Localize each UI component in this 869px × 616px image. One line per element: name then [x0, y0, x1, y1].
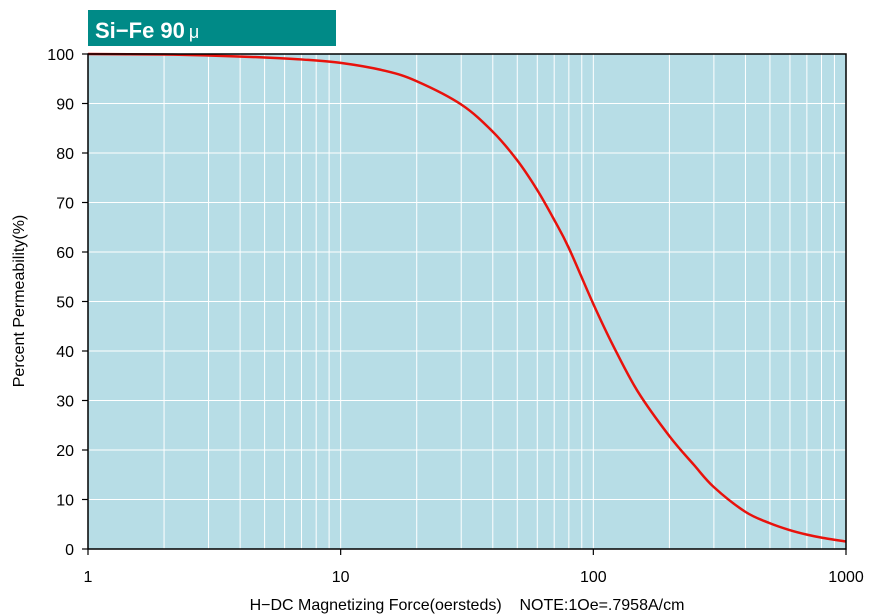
- x-tick-label: 1: [84, 569, 93, 586]
- y-tick-label: 100: [47, 47, 74, 64]
- y-tick-label: 50: [56, 295, 74, 312]
- y-tick-label: 90: [56, 97, 74, 114]
- title-banner: Si−Fe 90 μ: [88, 10, 336, 46]
- y-tick-label: 20: [56, 443, 74, 460]
- y-axis-title: Percent Permeability(%): [11, 215, 28, 388]
- grid: [88, 54, 846, 549]
- y-tick-label: 70: [56, 196, 74, 213]
- y-tick-label: 10: [56, 493, 74, 510]
- y-tick-label: 60: [56, 245, 74, 262]
- y-tick-label: 0: [65, 542, 74, 559]
- y-axis: 0 10 20 30 40 50 60 70 80 90 100: [47, 47, 88, 559]
- title-banner-background: [88, 10, 336, 46]
- x-tick-label: 1000: [828, 569, 864, 586]
- y-tick-label: 80: [56, 146, 74, 163]
- x-axis-title: H−DC Magnetizing Force(oersteds) NOTE:1O…: [250, 597, 685, 614]
- x-tick-label: 100: [580, 569, 607, 586]
- x-tick-label: 10: [332, 569, 350, 586]
- y-tick-label: 30: [56, 394, 74, 411]
- chart-title: Si−Fe 90 μ: [95, 18, 199, 43]
- series-line-permeability: [87, 52, 847, 543]
- series-layer: [87, 52, 847, 543]
- y-tick-label: 40: [56, 344, 74, 361]
- x-axis: 1 10 100 1000: [84, 549, 864, 586]
